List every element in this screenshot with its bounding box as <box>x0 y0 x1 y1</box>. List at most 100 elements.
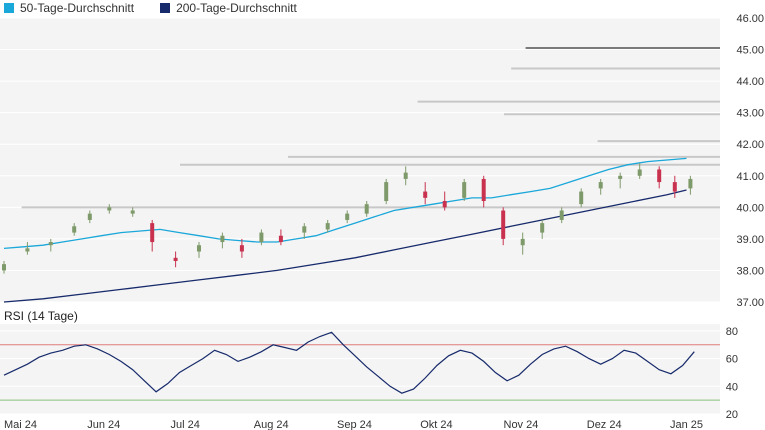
chart-legend: 50-Tage-Durchschnitt 200-Tage-Durchschni… <box>0 0 323 16</box>
candle <box>598 178 603 195</box>
legend-item-ma200[interactable]: 200-Tage-Durchschnitt <box>160 1 297 15</box>
candle <box>220 232 225 249</box>
rsi-title: RSI (14 Tage) <box>4 309 78 323</box>
rsi-gridlines <box>0 330 720 415</box>
x-tick-label: Jun 24 <box>87 419 120 430</box>
candlestick-series <box>2 163 693 274</box>
candle <box>423 182 428 205</box>
x-tick-label: Mai 24 <box>4 419 37 430</box>
ma200-series <box>3 189 687 303</box>
price-tick-label: 43.00 <box>736 108 764 120</box>
rsi-panel-background <box>0 324 720 414</box>
candle-body <box>345 213 350 220</box>
price-axis-ticks: 37.00 38.00 39.00 40.00 41.00 42.00 43.00 44.00… <box>736 13 764 309</box>
candle-body <box>150 223 155 243</box>
candle-body <box>559 210 564 220</box>
candle-body <box>688 178 693 189</box>
candle-body <box>130 210 135 214</box>
candle-body <box>2 264 6 271</box>
candle-body <box>598 182 603 189</box>
x-tick-label: Jul 24 <box>171 419 200 430</box>
candle <box>579 188 584 208</box>
candle-body <box>672 182 677 192</box>
candle <box>442 191 447 211</box>
candle-body <box>25 248 30 252</box>
candle <box>259 229 264 246</box>
candle-body <box>462 182 467 198</box>
candle-body <box>384 182 389 202</box>
candle-body <box>618 175 623 179</box>
candle <box>540 219 545 239</box>
candle <box>278 229 283 246</box>
candle-body <box>637 169 642 176</box>
price-tick-label: 37.00 <box>736 297 764 309</box>
resistance-levels <box>21 47 720 209</box>
candle-body <box>442 201 447 208</box>
candle-body <box>220 235 225 243</box>
x-tick-label: Jan 25 <box>670 419 703 430</box>
candle-body <box>197 245 201 252</box>
price-tick-label: 45.00 <box>736 45 764 57</box>
rsi-line <box>3 331 695 394</box>
candle <box>384 178 389 205</box>
price-panel-background <box>0 18 720 302</box>
price-tick-label: 42.00 <box>736 139 764 151</box>
price-tick-label: 40.00 <box>736 202 764 214</box>
rsi-series <box>3 331 695 394</box>
candle <box>302 223 307 239</box>
candle-body <box>173 257 178 261</box>
price-tick-label: 41.00 <box>736 171 764 183</box>
candle <box>520 232 525 255</box>
candle-body <box>239 245 244 252</box>
ma50-line <box>3 157 687 250</box>
ma50-swatch <box>4 3 14 13</box>
candle <box>197 242 201 258</box>
candle-body <box>579 191 584 205</box>
ma200-line <box>3 189 687 303</box>
rsi-tick-label: 80 <box>726 326 738 338</box>
candle <box>462 178 467 202</box>
candle <box>87 210 92 224</box>
candle <box>481 175 486 208</box>
candle-body <box>540 223 545 233</box>
candle <box>25 242 30 255</box>
price-tick-label: 46.00 <box>736 13 764 25</box>
candle-body <box>87 213 92 220</box>
candle <box>657 166 662 189</box>
candle <box>618 172 623 189</box>
x-axis-ticks: Mai 24 Jun 24 Jul 24 Aug 24 Sep 24 Okt 24 Nov … <box>4 419 703 430</box>
candle <box>403 166 408 186</box>
candle <box>2 260 6 274</box>
candle <box>325 219 330 233</box>
legend-item-ma50[interactable]: 50-Tage-Durchschnitt <box>4 1 134 15</box>
legend-label-ma50: 50-Tage-Durchschnitt <box>20 1 135 15</box>
candle-body <box>501 210 506 239</box>
candle-body <box>259 232 264 243</box>
candle-body <box>107 207 112 211</box>
candle-body <box>520 238 525 246</box>
candle-body <box>403 172 408 179</box>
candle <box>559 207 564 224</box>
candle <box>72 223 77 236</box>
legend-label-ma200: 200-Tage-Durchschnitt <box>176 1 297 15</box>
candle <box>48 238 53 252</box>
price-tick-label: 44.00 <box>736 76 764 88</box>
x-tick-label: Okt 24 <box>420 419 452 430</box>
x-tick-label: Dez 24 <box>587 419 622 430</box>
x-tick-label: Aug 24 <box>254 419 289 430</box>
candle <box>688 175 693 195</box>
rsi-tick-label: 60 <box>726 354 738 366</box>
candle <box>150 219 155 252</box>
ma200-swatch <box>160 3 171 13</box>
candle <box>130 207 135 217</box>
candle-body <box>72 226 77 233</box>
candle-body <box>481 178 486 202</box>
x-tick-label: Sep 24 <box>337 419 372 430</box>
ma50-series <box>3 157 687 250</box>
candle <box>345 210 350 224</box>
candle-body <box>657 169 662 183</box>
candle-body <box>302 226 307 233</box>
rsi-axis-ticks: 20 40 60 80 <box>726 326 738 421</box>
price-tick-label: 38.00 <box>736 265 764 277</box>
